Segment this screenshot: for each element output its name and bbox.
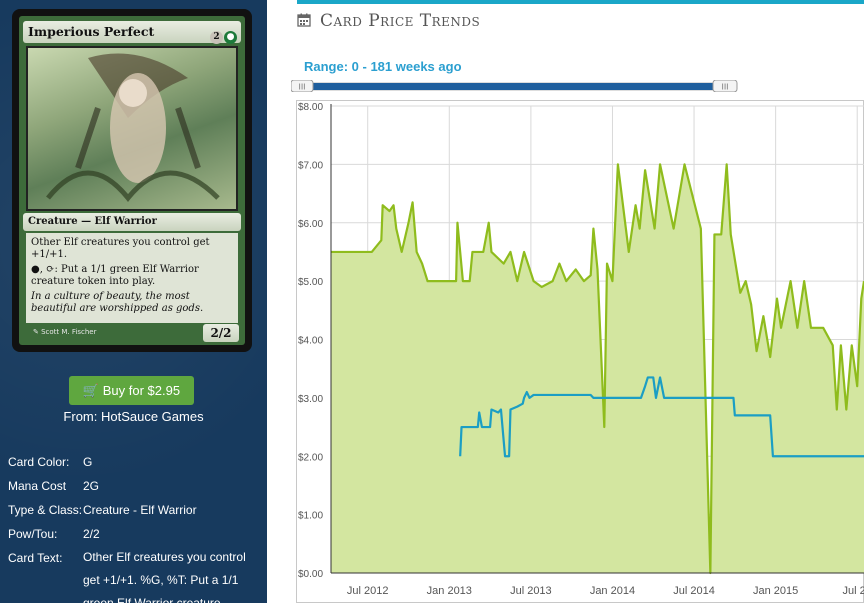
seller-name: From: HotSauce Games	[63, 409, 204, 424]
x-tick-label: Jan 2013	[427, 585, 472, 597]
mana-symbol-green: ●	[224, 31, 237, 44]
y-tick-label: $3.00	[298, 394, 323, 405]
series-line-0	[331, 163, 864, 575]
card-artist: ✎ Scott M. Fischer	[33, 328, 97, 336]
series-line-1	[459, 376, 864, 458]
prop-value-powtou: 2/2	[83, 527, 100, 541]
prop-label-text: Card Text:	[8, 551, 63, 565]
slider-selected-range	[311, 83, 729, 90]
svg-text:III: III	[298, 83, 305, 92]
prop-value-type: Creature - Elf Warrior	[83, 503, 197, 517]
y-tick-label: $0.00	[298, 569, 323, 580]
chart-area	[331, 164, 864, 573]
range-slider[interactable]: III III	[291, 80, 738, 92]
card-name: Imperious Perfect	[28, 24, 155, 39]
x-axis-labels: Jul 2012 Jan 2013 Jul 2013 Jan 2014 Jul 2014…	[347, 585, 864, 597]
y-tick-label: $2.00	[298, 452, 323, 463]
prop-label-mana: Mana Cost	[8, 479, 67, 493]
prop-label-powtou: Pow/Tou:	[8, 527, 58, 541]
slider-handle-left[interactable]: III	[291, 80, 314, 92]
tap-symbols-icon: ●, ⟳:	[31, 264, 62, 275]
y-tick-label: $5.00	[298, 277, 323, 288]
y-tick-label: $6.00	[298, 219, 323, 230]
y-tick-label: $7.00	[298, 160, 323, 171]
y-tick-label: $8.00	[298, 102, 323, 113]
x-tick-label: Jul 2013	[510, 585, 552, 597]
mana-symbol-generic: 2	[210, 31, 223, 44]
mana-cost-symbols: 2 ●	[209, 25, 237, 47]
card-name-bar: Imperious Perfect 2 ●	[23, 21, 241, 44]
card-type-bar: Creature — Elf Warrior	[23, 213, 241, 231]
card-sidebar: Imperious Perfect 2 ● Creature — Elf Warr…	[0, 0, 267, 603]
slider-handle-right[interactable]: III	[712, 80, 738, 92]
buy-button[interactable]: 🛒 Buy for $2.95	[69, 376, 194, 405]
y-tick-label: $4.00	[298, 336, 323, 347]
card-rules-text-1: Other Elf creatures you control get +1/+…	[31, 237, 210, 260]
cart-icon: 🛒	[82, 383, 100, 398]
x-tick-label: Jan 2014	[590, 585, 635, 597]
y-tick-label: $1.00	[298, 511, 323, 522]
prop-label-color: Card Color:	[8, 455, 70, 469]
range-label: Range: 0 - 181 weeks ago	[304, 59, 462, 74]
chart-lines	[331, 163, 864, 575]
card-text-box: Other Elf creatures you control get +1/+…	[26, 233, 238, 323]
page-title: Card Price Trends	[320, 11, 481, 31]
y-axis-labels: $0.00 $1.00 $2.00 $3.00 $4.00 $5.00 $6.00 $7.00…	[298, 102, 323, 580]
card-power-toughness: 2/2	[203, 324, 239, 342]
prop-value-color: G	[83, 455, 93, 469]
card-rules-text-2: Put a 1/1 green Elf Warrior creature tok…	[31, 264, 199, 287]
buy-button-label: Buy for $2.95	[102, 383, 181, 398]
card-art	[26, 46, 238, 211]
svg-text:III: III	[721, 83, 728, 92]
x-tick-label: Jul 2014	[673, 585, 715, 597]
series-area-0	[331, 164, 864, 573]
card-flavor-text: In a culture of beauty, the most beautif…	[31, 291, 204, 314]
x-tick-label: Jul 20	[843, 585, 864, 597]
prop-value-mana: 2G	[83, 479, 100, 493]
accent-bar	[297, 0, 864, 4]
calendar-icon	[297, 13, 311, 27]
x-tick-label: Jan 2015	[753, 585, 798, 597]
card-image: Imperious Perfect 2 ● Creature — Elf Warr…	[12, 9, 252, 352]
price-chart: $0.00 $1.00 $2.00 $3.00 $4.00 $5.00 $6.00 $7.00…	[296, 100, 864, 603]
x-tick-label: Jul 2012	[347, 585, 389, 597]
card-frame: Imperious Perfect 2 ● Creature — Elf Warr…	[19, 16, 245, 345]
prop-label-type: Type & Class:	[8, 503, 83, 517]
prop-value-text: Other Elf creatures you control get +1/+…	[83, 550, 246, 603]
